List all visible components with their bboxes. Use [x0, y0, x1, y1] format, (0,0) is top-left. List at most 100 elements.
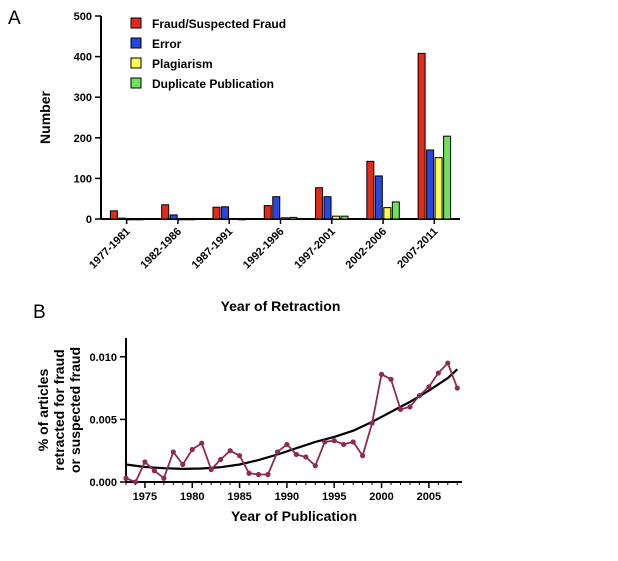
- data-point-1993: [312, 463, 318, 469]
- bar-3-1992-1996: [280, 217, 289, 220]
- legend-label-2: Error: [152, 37, 182, 51]
- data-point-1974: [132, 479, 139, 485]
- bar-3-1997-2001: [332, 215, 341, 220]
- data-point-1999: [369, 420, 375, 426]
- legend-swatch-2: [130, 37, 142, 49]
- series-line: [125, 362, 459, 483]
- bar-2-1992-1996: [272, 196, 281, 220]
- data-point-1995: [331, 438, 337, 444]
- data-point-2004: [416, 393, 423, 399]
- bar-1-2002-2006: [366, 160, 375, 220]
- x-tick-label-b: 1995: [322, 491, 346, 503]
- data-point-1989: [274, 449, 281, 455]
- y-tick-label-a: 200: [74, 133, 92, 145]
- bar-3-2002-2006: [383, 207, 392, 220]
- data-point-1998: [360, 453, 366, 459]
- data-point-1977: [161, 475, 167, 481]
- data-point-1994: [322, 439, 328, 445]
- data-point-1987: [255, 471, 262, 478]
- data-point-1988: [265, 471, 271, 478]
- y-tick-label-a: 400: [74, 52, 92, 64]
- bar-1-1997-2001: [315, 187, 324, 220]
- data-point-1992: [303, 454, 309, 460]
- y-axis-title-a: Number: [37, 91, 53, 144]
- line-chart-fraud-percentage: 0.000 0.005 0.010 1975 1980 1985 1990 1995 2000 2…: [35, 338, 462, 524]
- data-point-1975: [142, 459, 148, 465]
- data-point-1997: [350, 439, 356, 445]
- bar-4-1982-1986: [186, 218, 195, 221]
- data-point-1983: [218, 456, 224, 463]
- data-point-1973: [123, 475, 129, 481]
- x-tick-label-b: 1985: [227, 491, 251, 503]
- y-axis-title-b-line-1: % of articles: [35, 369, 51, 452]
- data-point-2006: [435, 370, 441, 376]
- x-tick-label-b: 1980: [180, 491, 204, 503]
- data-point-1985: [236, 453, 243, 459]
- data-point-1991: [293, 451, 299, 458]
- legend-label-4: Duplicate Publication: [152, 77, 274, 91]
- bar-4-1987-1991: [237, 218, 246, 221]
- legend-swatch-1: [130, 17, 142, 29]
- panel-b-label: B: [33, 302, 46, 323]
- bar-3-1987-1991: [229, 218, 238, 220]
- data-point-2008: [454, 385, 460, 391]
- y-tick-label-a: 100: [74, 173, 92, 185]
- bar-2-2002-2006: [374, 175, 383, 220]
- bar-1-1987-1991: [212, 206, 221, 220]
- bar-2-2007-2011: [426, 149, 435, 220]
- bar-3-2007-2011: [434, 157, 443, 220]
- data-point-2001: [388, 376, 394, 382]
- y-axis-title-b-line-2: retracted for fraud: [51, 349, 67, 470]
- x-tick-label-a: 2002-2006: [344, 226, 390, 272]
- x-tick-label-a: 1992-1996: [241, 226, 287, 272]
- data-point-1978: [170, 449, 176, 455]
- y-tick-label-b: 0.000: [89, 477, 117, 489]
- bar-4-1992-1996: [289, 216, 298, 220]
- data-point-1981: [199, 440, 205, 446]
- y-tick-label-b: 0.005: [89, 414, 117, 426]
- data-point-1979: [180, 461, 186, 468]
- data-point-2005: [426, 384, 432, 390]
- bar-2-1982-1986: [169, 214, 178, 220]
- data-point-1986: [246, 470, 252, 476]
- data-point-1976: [151, 468, 157, 474]
- y-tick-label-a: 500: [74, 11, 92, 23]
- data-point-2003: [407, 404, 413, 410]
- bar-2-1997-2001: [323, 196, 332, 220]
- y-axis-title-b-line-3: or suspected fraud: [67, 347, 83, 473]
- bar-2-1977-1981: [118, 217, 127, 220]
- data-point-1984: [227, 448, 233, 454]
- x-tick-label-b: 1975: [133, 491, 157, 503]
- x-tick-label-b: 2005: [417, 491, 441, 503]
- data-point-1982: [208, 466, 214, 473]
- x-tick-label-b: 2000: [369, 491, 393, 503]
- data-point-1990: [284, 441, 290, 448]
- x-axis-title-a: Year of Retraction: [221, 298, 341, 314]
- bar-3-1982-1986: [178, 218, 187, 221]
- y-tick-label-b: 0.010: [89, 352, 117, 364]
- trend-curve: [125, 368, 459, 470]
- legend-swatch-3: [130, 57, 142, 69]
- data-point-2002: [397, 406, 404, 412]
- bar-4-1977-1981: [135, 218, 144, 221]
- legend-label-3: Plagiarism: [152, 57, 213, 71]
- bar-4-1997-2001: [340, 215, 349, 220]
- bar-4-2007-2011: [443, 135, 452, 220]
- bar-4-2002-2006: [391, 201, 400, 220]
- data-point-2007: [445, 360, 451, 366]
- panel-a-label: A: [8, 8, 21, 29]
- x-tick-label-a: 2007-2011: [395, 226, 440, 271]
- bar-chart-retractions: 0 100 200 300 400 500 1977-1981 1982-1986 1987-1…: [37, 11, 460, 314]
- x-tick-label-a: 1977-1981: [87, 226, 133, 272]
- bar-1-1977-1981: [109, 210, 118, 220]
- x-tick-label-a: 1982-1986: [138, 226, 184, 272]
- bar-1-1992-1996: [263, 205, 272, 220]
- x-tick-label-a: 1997-2001: [292, 226, 338, 272]
- x-tick-label-a: 1987-1991: [190, 226, 236, 272]
- y-tick-label-a: 0: [86, 214, 92, 226]
- x-axis-title-b: Year of Publication: [231, 508, 357, 524]
- bar-2-1987-1991: [220, 206, 229, 220]
- data-point-2000: [378, 371, 385, 377]
- y-tick-label-a: 300: [74, 92, 92, 104]
